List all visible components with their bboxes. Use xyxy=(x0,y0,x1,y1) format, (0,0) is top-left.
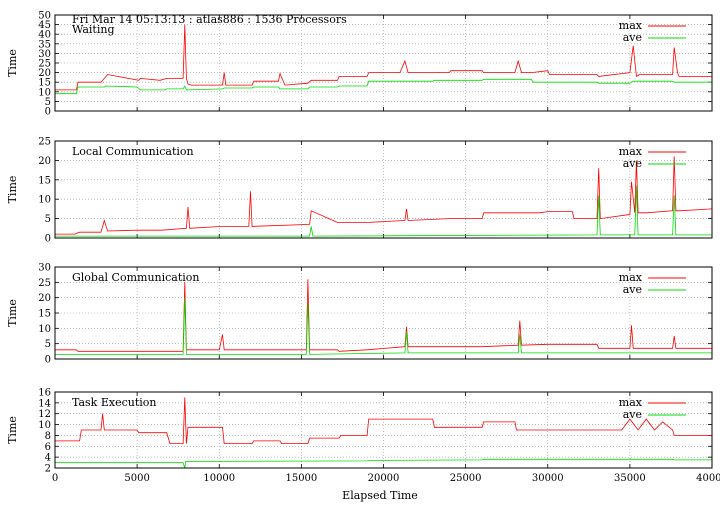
panel-1-ytick-label: 20 xyxy=(38,68,51,79)
panel-1-legend-label-ave: ave xyxy=(623,31,642,44)
panel-3-ytick-label: 30 xyxy=(38,263,51,274)
panel-1-ytick-label: 50 xyxy=(38,11,51,22)
panel-4-xtick-label: 10000 xyxy=(203,473,235,484)
panel-2-series-ave xyxy=(55,185,712,237)
panel-1-ytick-label: 30 xyxy=(38,49,51,60)
panel-2-series-max xyxy=(55,156,713,235)
panel-3-series-ave xyxy=(55,297,712,355)
panel-1-title: Waiting xyxy=(72,23,115,36)
panel-3-legend-label-ave: ave xyxy=(623,283,642,296)
panel-1-ytick-label: 15 xyxy=(38,78,51,89)
panel-4-ytick-label: 8 xyxy=(45,431,51,442)
panel-4-ytick-label: 10 xyxy=(38,420,51,431)
panel-4-legend-label-ave: ave xyxy=(623,408,642,421)
panel-2-legend-label-max: max xyxy=(619,145,643,158)
panel-1-legend-label-max: max xyxy=(619,19,643,32)
panel-3-ytick-label: 0 xyxy=(45,355,51,366)
panel-3-ylabel: Time xyxy=(6,299,19,327)
panel-1-series-max xyxy=(55,24,712,91)
panel-2-ylabel: Time xyxy=(6,176,19,204)
panel-3-ytick-label: 25 xyxy=(38,278,51,289)
panel-1-frame xyxy=(54,14,713,112)
header-text: Fri Mar 14 05:13:13 : atlas886 : 1536 Pr… xyxy=(72,13,347,26)
panel-4-ytick-label: 2 xyxy=(45,464,51,475)
panel-4-series-max xyxy=(55,397,712,445)
panel-2-title: Local Communication xyxy=(72,145,194,158)
panel-4-xtick-label: 35000 xyxy=(614,473,646,484)
panel-4-ytick-label: 6 xyxy=(45,442,51,453)
panel-2-ytick-label: 15 xyxy=(38,175,51,186)
panel-1-ytick-label: 25 xyxy=(38,59,51,70)
panel-2-ytick-label: 5 xyxy=(45,214,51,225)
panel-4-ytick-label: 4 xyxy=(45,453,51,464)
panel-4-xtick-label: 5000 xyxy=(124,473,149,484)
panel-1-ylabel: Time xyxy=(6,49,19,77)
panel-4-xtick-label: 40000 xyxy=(696,473,720,484)
panel-4-ytick-label: 16 xyxy=(38,388,51,399)
panel-3-ytick-label: 10 xyxy=(38,324,51,335)
panel-2-legend-label-ave: ave xyxy=(623,157,642,170)
panel-4-series-ave xyxy=(55,458,712,469)
panel-4-xtick-label: 0 xyxy=(52,473,58,484)
panel-4-legend-label-max: max xyxy=(619,396,643,409)
panel-2-ytick-label: 20 xyxy=(38,156,51,167)
panel-4-title: Task Execution xyxy=(72,396,156,409)
panel-2-ytick-label: 10 xyxy=(38,195,51,206)
panel-3-legend-label-max: max xyxy=(619,271,643,284)
panel-3-frame xyxy=(54,266,713,360)
panel-1-ytick-label: 0 xyxy=(45,107,51,118)
panel-1-ytick-label: 35 xyxy=(38,39,51,50)
panel-2-frame xyxy=(54,140,713,239)
panel-2-ytick-label: 25 xyxy=(38,137,51,148)
panel-4-xtick-label: 15000 xyxy=(285,473,317,484)
panel-2-ytick-label: 0 xyxy=(45,234,51,245)
x-axis-label: Elapsed Time xyxy=(342,489,418,502)
panel-1-ytick-label: 40 xyxy=(38,30,51,41)
panel-4-ytick-label: 12 xyxy=(38,409,51,420)
panel-3-ytick-label: 5 xyxy=(45,339,51,350)
panel-3-ytick-label: 15 xyxy=(38,309,51,320)
panel-1-ytick-label: 10 xyxy=(38,87,51,98)
panel-3-title: Global Communication xyxy=(72,271,200,284)
panel-4-xtick-label: 20000 xyxy=(368,473,400,484)
panel-4-ytick-label: 14 xyxy=(38,398,51,409)
panel-4-ylabel: Time xyxy=(6,416,19,444)
panel-1-series-ave xyxy=(55,78,712,95)
panel-3-ytick-label: 20 xyxy=(38,293,51,304)
panel-4-xtick-label: 30000 xyxy=(532,473,564,484)
panel-1-ytick-label: 45 xyxy=(38,20,51,31)
panel-1-ytick-label: 5 xyxy=(45,97,51,108)
panel-4-xtick-label: 25000 xyxy=(450,473,482,484)
panel-4-frame xyxy=(54,391,713,469)
